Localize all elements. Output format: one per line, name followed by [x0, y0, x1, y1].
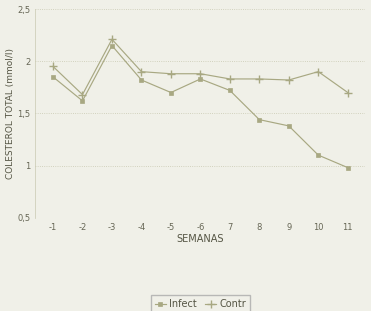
- Contr: [198, 72, 203, 76]
- Contr: [169, 72, 173, 76]
- Infect: [110, 44, 114, 48]
- Contr: [345, 91, 350, 94]
- Contr: [286, 78, 291, 82]
- Line: Infect: Infect: [51, 44, 350, 170]
- Infect: [169, 91, 173, 94]
- Contr: [139, 70, 144, 73]
- Contr: [110, 37, 114, 41]
- Contr: [316, 70, 321, 73]
- Contr: [80, 93, 85, 96]
- Legend: Infect, Contr: Infect, Contr: [151, 295, 250, 311]
- Y-axis label: COLESTEROL TOTAL (mmol/l): COLESTEROL TOTAL (mmol/l): [6, 48, 14, 179]
- Infect: [345, 166, 350, 169]
- Line: Contr: Contr: [49, 35, 352, 98]
- Infect: [228, 89, 232, 92]
- Infect: [257, 118, 262, 122]
- Infect: [51, 75, 55, 79]
- Contr: [257, 77, 262, 81]
- Infect: [286, 124, 291, 128]
- Infect: [316, 153, 321, 157]
- Contr: [228, 77, 232, 81]
- Contr: [51, 65, 55, 68]
- Infect: [80, 99, 85, 103]
- Infect: [139, 78, 144, 82]
- X-axis label: SEMANAS: SEMANAS: [177, 234, 224, 244]
- Infect: [198, 77, 203, 81]
